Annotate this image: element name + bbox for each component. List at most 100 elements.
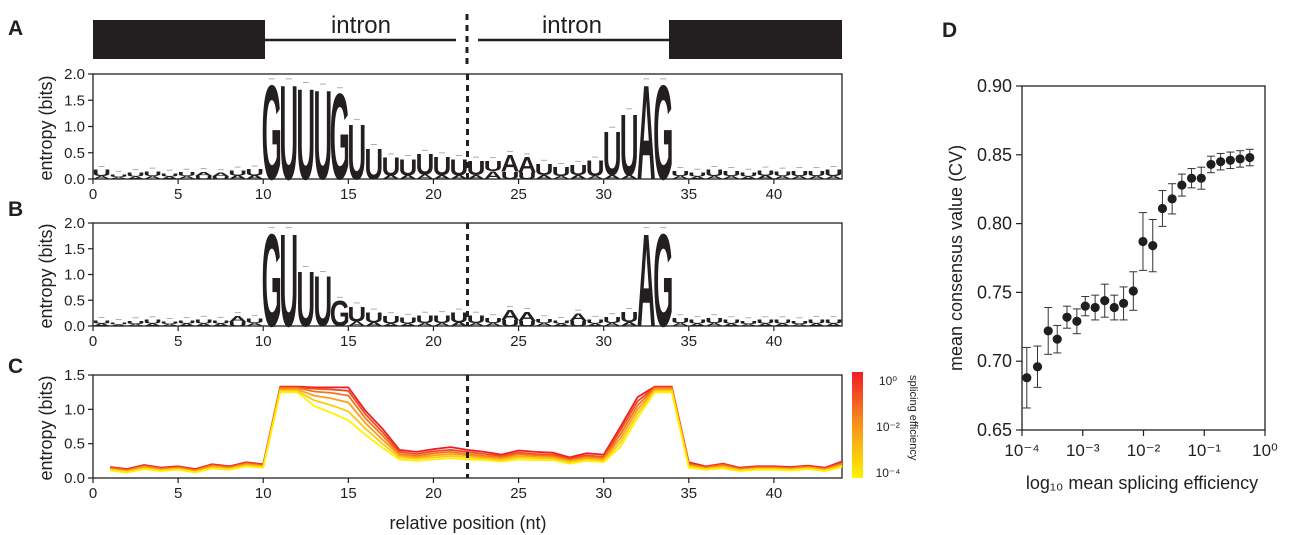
logo-letter-A: A [586, 323, 605, 327]
logo-letter-U: U [569, 162, 588, 178]
logo-letter-A: A [535, 322, 554, 327]
logo-letter-A: A [194, 171, 213, 178]
logo-letter-U: U [416, 314, 435, 326]
panel-b-xtick-label: 10 [255, 333, 272, 350]
logo-letter-U: U [382, 153, 401, 181]
logo-letter-A: A [228, 315, 247, 324]
logo-letter-A: A [433, 322, 452, 327]
logo-letter-A: A [756, 323, 775, 327]
panel-c-xtick-label: 35 [680, 485, 697, 502]
logo-letter-A: A [773, 175, 792, 180]
logo-letter-A: A [126, 176, 145, 180]
logo-letter-U: U [501, 319, 520, 328]
logo-letter-A: A [637, 208, 656, 355]
logo-letter-A: A [824, 175, 843, 180]
logo-letter-A: A [688, 176, 707, 180]
logo-letter-U: U [245, 168, 264, 178]
panel-a-xtick-label: 30 [595, 186, 612, 203]
logo-letter-U: U [433, 313, 452, 326]
logo-letter-A: A [603, 174, 622, 181]
logo-letter-U: U [143, 170, 162, 177]
data-point [1148, 241, 1158, 251]
logo-letter-U: U [535, 318, 554, 324]
logo-letter-A: A [569, 174, 588, 181]
logo-letter-U: U [586, 157, 605, 182]
colorbar: 10⁰ 10⁻² 10⁻⁴ splicing efficiency [852, 372, 919, 480]
panel-c-ytick-label: 0.5 [64, 436, 85, 453]
logo-letter-U: U [296, 256, 315, 343]
logo-letter-U: U [348, 303, 367, 327]
logo-letter-G: G [262, 57, 282, 208]
logo-letter-U: U [518, 320, 537, 328]
logo-letter-U: U [739, 171, 758, 178]
logo-letter-A: A [245, 174, 264, 180]
data-point [1072, 316, 1082, 326]
logo-letter-A: A [211, 323, 230, 327]
panel-a-ytick-label: 0.0 [64, 171, 85, 188]
logo-letter-U: U [296, 61, 315, 207]
logo-letter-A: A [109, 324, 128, 326]
logo-letter-U: U [194, 175, 213, 180]
logo-letter-U: U [228, 169, 247, 177]
logo-letter-U: U [109, 174, 128, 178]
logo-letter-A: A [143, 175, 162, 180]
panel-c-xtick-label: 20 [425, 485, 442, 502]
panel-a-xtick-label: 35 [680, 186, 697, 203]
logo-letter-G: G [330, 294, 350, 334]
logo-letter-U: U [109, 322, 128, 325]
panel-b-xtick-label: 30 [595, 333, 612, 350]
logo-letter-A: A [245, 322, 264, 327]
logo-letter-A: A [194, 323, 213, 327]
logo-letter-A: A [450, 174, 469, 180]
panel-d-xtick-label: 10⁻¹ [1187, 441, 1221, 460]
panel-c-xtick-label: 25 [510, 485, 527, 502]
logo-letter-U: U [705, 169, 724, 179]
logo-letter-U: U [160, 321, 179, 325]
panel-c-xlabel: relative position (nt) [389, 513, 546, 533]
logo-letter-A: A [416, 173, 435, 180]
panel-b-ytick-label: 1.5 [64, 241, 85, 258]
panel-b-xtick-label: 15 [340, 333, 357, 350]
logo-letter-U: U [535, 161, 554, 179]
logo-letter-A: A [671, 175, 690, 180]
panel-a-xtick-label: 40 [766, 186, 783, 203]
logo-letter-U: U [450, 155, 469, 181]
panel-a-xtick-label: 25 [510, 186, 527, 203]
logo-letter-U: U [245, 317, 264, 324]
panel-c-ytick-label: 0.0 [64, 470, 85, 487]
logo-letter-U: U [756, 169, 775, 177]
logo-letter-U: U [756, 319, 775, 325]
panel-d-ytick-label: 0.65 [977, 420, 1012, 440]
panel-label-d: D [942, 19, 957, 42]
logo-letter-A: A [705, 322, 724, 327]
logo-letter-U: U [365, 310, 384, 326]
panel-b-xtick-label: 35 [680, 333, 697, 350]
logo-letter-A: A [109, 176, 128, 179]
logo-letter-A: A [228, 174, 247, 180]
logo-letter-U: U [722, 170, 741, 178]
logo-letter-U: U [586, 318, 605, 324]
logo-letter-A: A [399, 174, 418, 180]
data-point [1022, 373, 1032, 383]
panel-d-ytick-label: 0.80 [977, 214, 1012, 234]
logo-letter-U: U [433, 151, 452, 181]
logo-letter-U: U [143, 319, 162, 325]
logo-letter-A: A [688, 323, 707, 327]
logo-letter-A: A [603, 322, 622, 327]
logo-letter-G: G [653, 208, 673, 355]
logo-letter-U: U [211, 319, 230, 324]
panel-c-plot: 0 5 10 15 20 25 30 35 40 0.0 0.5 1.0 1.5 [64, 367, 843, 502]
logo-letter-A: A [467, 322, 486, 327]
data-point [1052, 334, 1062, 344]
panel-d-frame [1021, 85, 1266, 431]
data-point [1043, 326, 1053, 336]
logo-letter-A: A [92, 323, 111, 327]
panel-c-xtick-label: 15 [340, 485, 357, 502]
exon-right [669, 20, 842, 59]
panel-b-ylabel: entropy (bits) [36, 223, 56, 328]
logo-letter-A: A [484, 170, 503, 182]
panel-b-xtick-label: 5 [174, 333, 182, 350]
logo-letter-A: A [160, 323, 179, 326]
logo-letter-U: U [194, 318, 213, 324]
panel-c-ylabel: entropy (bits) [36, 375, 56, 480]
